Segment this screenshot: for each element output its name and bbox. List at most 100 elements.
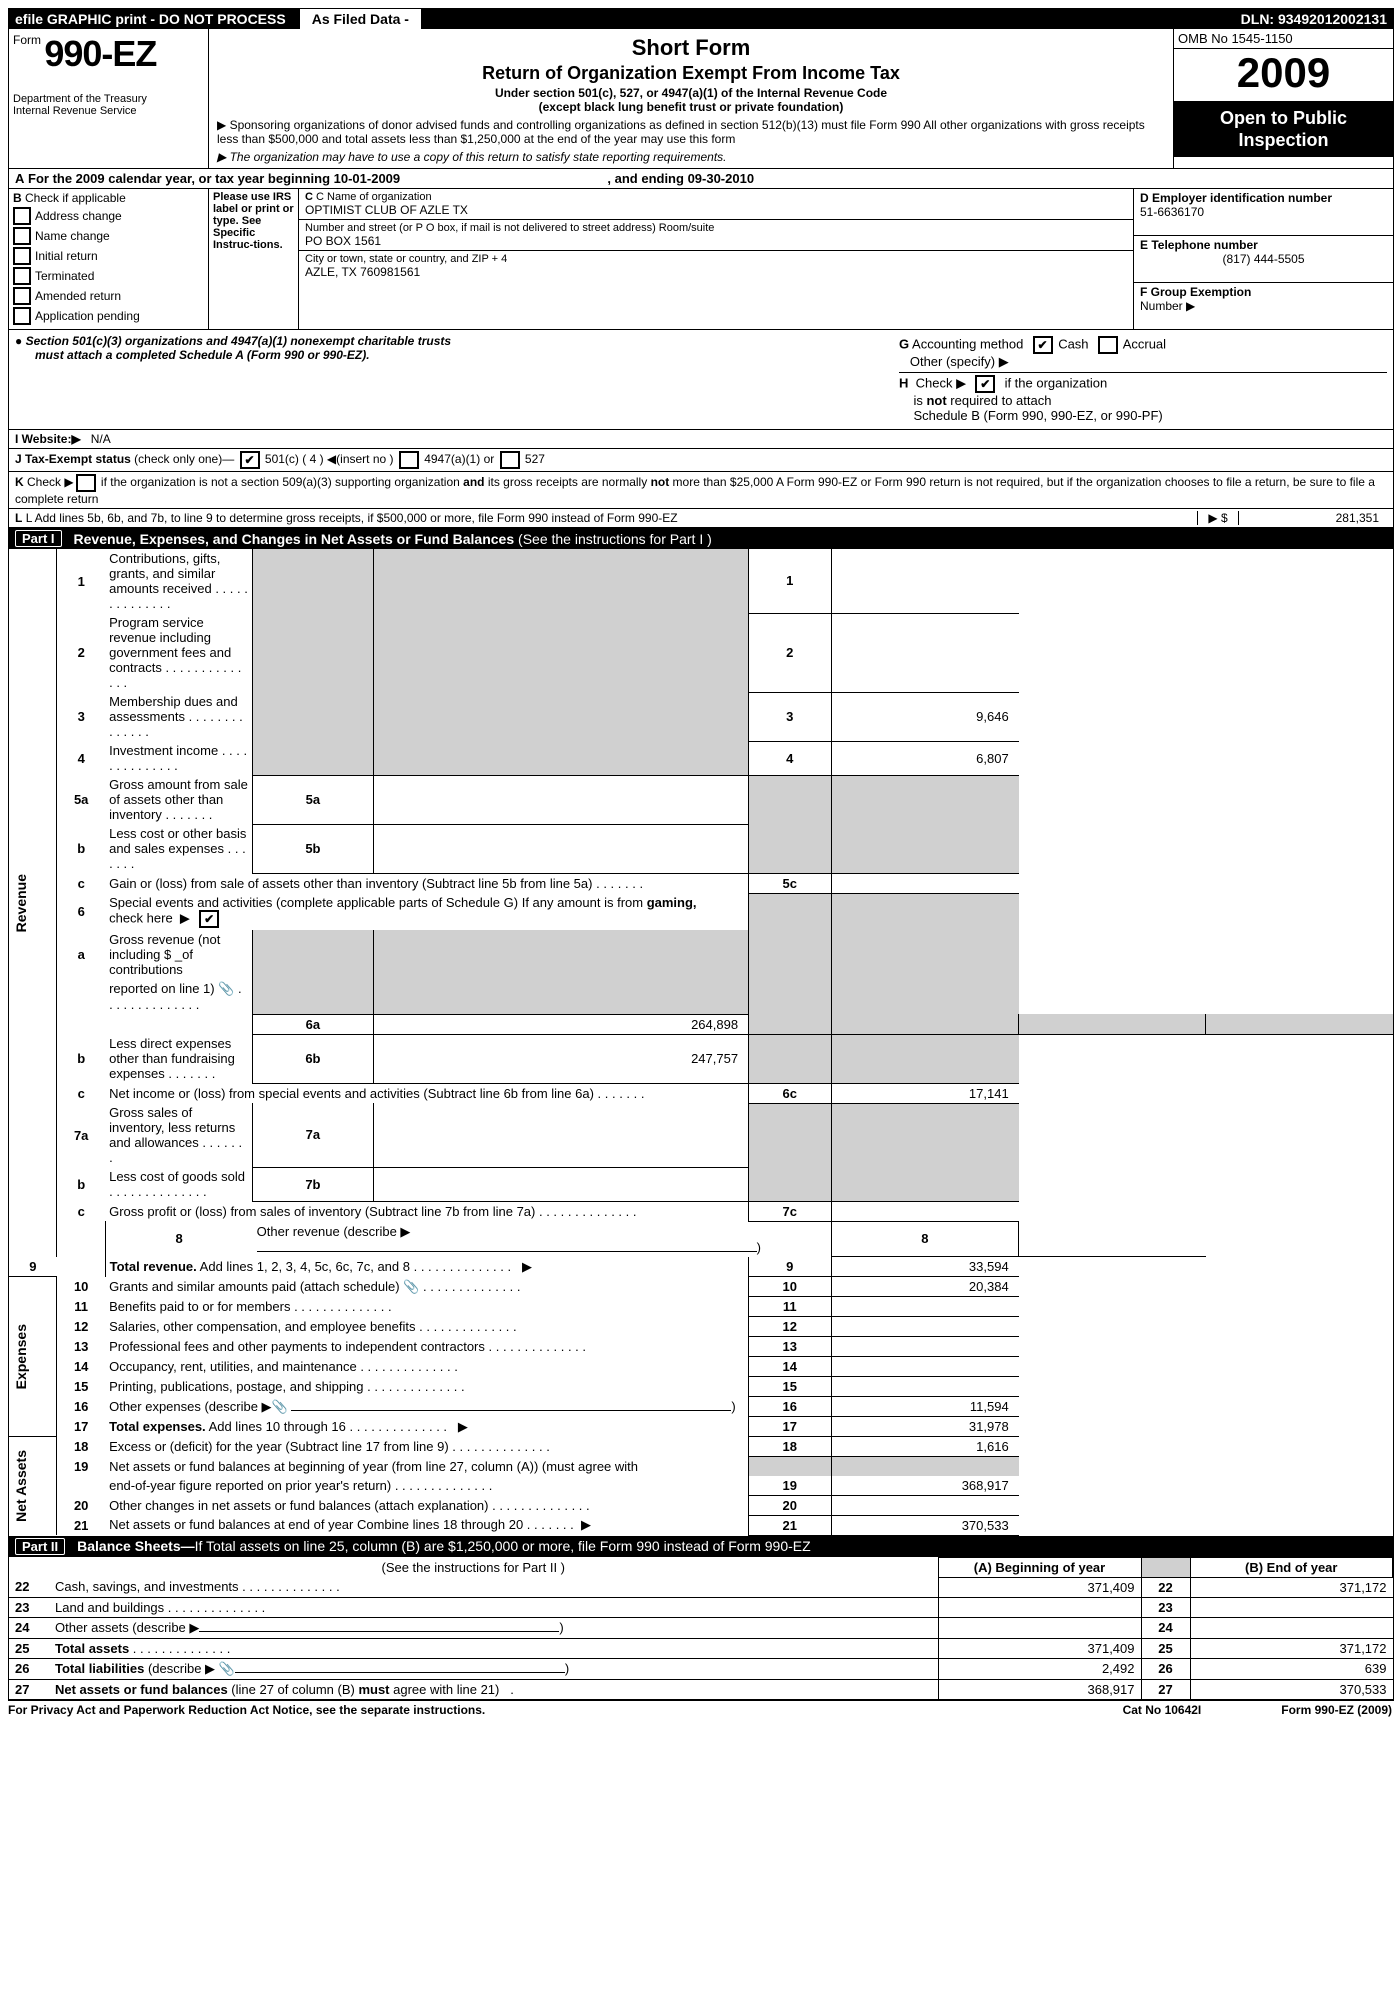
colA-hdr: (A) Beginning of year <box>938 1557 1141 1577</box>
mid-block: ● Section 501(c)(3) organizations and 49… <box>9 330 1393 430</box>
c-name-row: C C Name of organization OPTIMIST CLUB O… <box>299 189 1133 220</box>
ln1-n: 1 <box>57 549 105 613</box>
foot-form: Form 990-EZ (2009) <box>1281 1703 1392 1717</box>
form-number: 990-EZ <box>44 33 156 74</box>
part2-num: Part II <box>15 1538 65 1555</box>
title-main: Return of Organization Exempt From Incom… <box>217 63 1165 84</box>
ln21-v: 370,533 <box>831 1515 1019 1535</box>
A-label: A <box>15 171 24 186</box>
bal-row-25: 25 Total assets 371,409 25 371,172 <box>9 1638 1393 1658</box>
title-sub1: Under section 501(c), 527, or 4947(a)(1)… <box>217 86 1165 100</box>
side-expenses: Expenses <box>13 1324 29 1389</box>
chk-terminated[interactable]: Terminated <box>13 267 204 285</box>
line-G: G Accounting method ✔ Cash Accrual Other… <box>899 336 1387 370</box>
ln1-t: Contributions, gifts, grants, and simila… <box>105 549 253 613</box>
e-label: E Telephone number <box>1140 238 1387 252</box>
ln6c-t: Net income or (loss) from special events… <box>105 1083 748 1103</box>
ln6a-v: 264,898 <box>373 1014 748 1034</box>
d-val: 51-6636170 <box>1140 205 1387 219</box>
dept1: Department of the Treasury <box>13 93 204 105</box>
row-I: I Website:▶ N/A <box>9 430 1393 449</box>
bal-row-22: 22 Cash, savings, and investments 371,40… <box>9 1577 1393 1597</box>
note2: ▶ The organization may have to use a cop… <box>217 150 1165 164</box>
dept2: Internal Revenue Service <box>13 105 204 117</box>
page-footer: For Privacy Act and Paperwork Reduction … <box>8 1701 1392 1719</box>
ln1-rn: 1 <box>749 549 831 613</box>
d-label: D Employer identification number <box>1140 191 1387 205</box>
ln3-t: Membership dues and assessments <box>105 692 253 741</box>
row-F: F Group Exemption Number ▶ <box>1134 283 1393 329</box>
h-lab: H <box>899 375 908 390</box>
ln18-v: 1,616 <box>831 1437 1019 1457</box>
l-val: 281,351 <box>1238 511 1387 525</box>
ln14-t: Occupancy, rent, utilities, and maintena… <box>105 1357 748 1377</box>
chk-K[interactable] <box>76 474 96 492</box>
ln13-t: Professional fees and other payments to … <box>105 1337 748 1357</box>
mid-left: ● Section 501(c)(3) organizations and 49… <box>9 330 893 429</box>
chk-address-change[interactable]: Address change <box>13 207 204 225</box>
i-lab: I Website:▶ <box>15 432 81 446</box>
bal-row-24: 24 Other assets (describe ▶) 24 <box>9 1617 1393 1638</box>
bal-row-27: 27 Net assets or fund balances (line 27 … <box>9 1679 1393 1699</box>
ln5c-t: Gain or (loss) from sale of assets other… <box>105 873 748 893</box>
h-t4: Schedule B (Form 990, 990-EZ, or 990-PF) <box>913 408 1162 423</box>
chk-H[interactable]: ✔ <box>975 375 995 393</box>
ln16-t: Other expenses (describe ▶📎 ) <box>105 1397 748 1417</box>
chk-accrual[interactable] <box>1098 336 1118 354</box>
bal-row-26: 26 Total liabilities (describe ▶ 📎) 2,49… <box>9 1658 1393 1679</box>
B-label: B <box>13 191 22 205</box>
title-cell: Short Form Return of Organization Exempt… <box>209 29 1173 168</box>
h-t3: is not required to attach <box>913 393 1051 408</box>
title-sub2: (except black lung benefit trust or priv… <box>217 100 1165 114</box>
row-A: A For the 2009 calendar year, or tax yea… <box>9 169 1393 189</box>
l-text: L Add lines 5b, 6b, and 7b, to line 9 to… <box>26 511 678 525</box>
A-text1: For the 2009 calendar year, or tax year … <box>28 171 334 186</box>
ln6a-t1: Gross revenue (not including $ _of contr… <box>105 930 253 979</box>
j-lab: J Tax-Exempt status <box>15 452 131 466</box>
chk-4947[interactable] <box>399 451 419 469</box>
open-inspection: Open to Public Inspection <box>1174 102 1393 157</box>
col-DEF: D Employer identification number 51-6636… <box>1133 189 1393 329</box>
efile-topbar: efile GRAPHIC print - DO NOT PROCESS As … <box>9 9 1393 29</box>
p2-instr: (See the instructions for Part II ) <box>9 1557 938 1577</box>
j-527: 527 <box>525 452 545 466</box>
ln18-t: Excess or (deficit) for the year (Subtra… <box>105 1437 748 1457</box>
chk-527[interactable] <box>500 451 520 469</box>
chk-501c[interactable]: ✔ <box>240 451 260 469</box>
ln10-t: Grants and similar amounts paid (attach … <box>105 1277 748 1297</box>
efile-mid: As Filed Data - <box>292 9 421 29</box>
chk-amended[interactable]: Amended return <box>13 287 204 305</box>
c-name-label: C C Name of organization <box>305 191 1127 203</box>
side-revenue: Revenue <box>13 874 29 932</box>
form-prefix: Form <box>13 33 41 47</box>
row-K: K Check ▶ if the organization is not a s… <box>9 472 1393 509</box>
ln2-t: Program service revenue including govern… <box>105 613 253 692</box>
part1-title: Revenue, Expenses, and Changes in Net As… <box>74 531 515 547</box>
row-J: J Tax-Exempt status (check only one)— ✔ … <box>9 449 1393 472</box>
chk-initial-return[interactable]: Initial return <box>13 247 204 265</box>
ln7a-t: Gross sales of inventory, less returns a… <box>105 1103 253 1167</box>
j-501c: 501(c) ( 4 ) ◀(insert no ) <box>265 452 394 466</box>
chk-app-pending[interactable]: Application pending <box>13 307 204 325</box>
g-lab: G <box>899 336 909 351</box>
open1: Open to Public <box>1178 108 1389 130</box>
ln20-t: Other changes in net assets or fund bala… <box>105 1495 748 1515</box>
ln5a-t: Gross amount from sale of assets other t… <box>105 775 253 824</box>
ln4-t: Investment income <box>105 741 253 775</box>
e-val: (817) 444-5505 <box>1140 252 1387 266</box>
part1-bar: Part I Revenue, Expenses, and Changes in… <box>9 528 1393 549</box>
ln8-t: Other revenue (describe ▶) <box>253 1221 831 1257</box>
bal-row-23: 23 Land and buildings 23 <box>9 1597 1393 1617</box>
ln19b-t: end-of-year figure reported on prior yea… <box>105 1476 748 1496</box>
chk-gaming[interactable]: ✔ <box>199 910 219 928</box>
col-B: B Check if applicable Address change Nam… <box>9 189 209 329</box>
chk-cash[interactable]: ✔ <box>1033 336 1053 354</box>
part2-table: (See the instructions for Part II ) (A) … <box>9 1557 1393 1700</box>
foot-cat: Cat No 10642I <box>1123 1703 1202 1717</box>
chk-name-change[interactable]: Name change <box>13 227 204 245</box>
open2: Inspection <box>1178 130 1389 152</box>
ln12-t: Salaries, other compensation, and employ… <box>105 1317 748 1337</box>
ln9-t: Total revenue. Add lines 1, 2, 3, 4, 5c,… <box>105 1257 748 1277</box>
ln7b-t: Less cost of goods sold <box>105 1167 253 1201</box>
side-netassets: Net Assets <box>13 1450 29 1522</box>
